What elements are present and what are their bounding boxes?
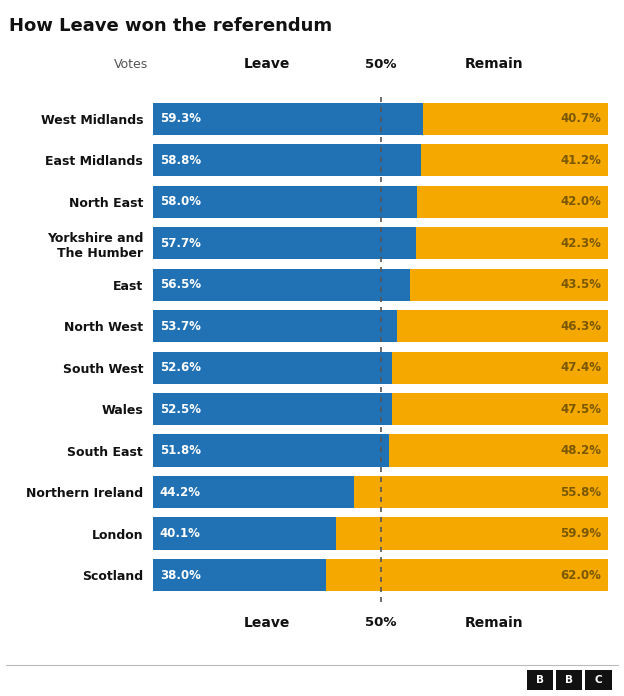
Bar <box>153 517 336 550</box>
Text: 48.2%: 48.2% <box>560 444 602 457</box>
Text: 55.8%: 55.8% <box>560 486 602 498</box>
Text: Votes: Votes <box>114 58 149 71</box>
Text: How Leave won the referendum: How Leave won the referendum <box>9 17 333 35</box>
Text: 50%: 50% <box>365 616 396 628</box>
Bar <box>153 351 392 384</box>
Text: 52.6%: 52.6% <box>160 361 201 374</box>
Bar <box>417 186 608 218</box>
Bar <box>153 310 397 342</box>
Text: 47.4%: 47.4% <box>560 361 602 374</box>
Text: 59.9%: 59.9% <box>560 527 602 540</box>
Text: 43.5%: 43.5% <box>560 278 602 291</box>
Bar <box>153 102 423 135</box>
Bar <box>336 517 608 550</box>
Bar <box>416 227 608 260</box>
Text: Remain: Remain <box>466 616 524 630</box>
Text: Leave: Leave <box>243 616 290 630</box>
Text: Remain: Remain <box>466 57 524 71</box>
Bar <box>389 434 608 467</box>
Text: 41.2%: 41.2% <box>561 154 602 167</box>
Bar <box>354 476 608 508</box>
Text: 42.0%: 42.0% <box>561 196 602 208</box>
Bar <box>153 227 416 260</box>
Text: 57.7%: 57.7% <box>160 237 200 250</box>
Bar <box>326 559 608 592</box>
Text: 44.2%: 44.2% <box>160 486 201 498</box>
Text: 62.0%: 62.0% <box>561 569 602 582</box>
Bar <box>153 144 421 177</box>
Text: 47.5%: 47.5% <box>560 403 602 416</box>
Text: 56.5%: 56.5% <box>160 278 201 291</box>
Text: 51.8%: 51.8% <box>160 444 201 457</box>
Text: 42.3%: 42.3% <box>561 237 602 250</box>
Bar <box>423 102 608 135</box>
Bar <box>153 434 389 467</box>
Bar <box>410 269 608 301</box>
Bar <box>153 476 354 508</box>
Bar <box>153 186 417 218</box>
Bar <box>392 351 608 384</box>
Text: 58.0%: 58.0% <box>160 196 201 208</box>
Bar <box>153 393 392 425</box>
Bar <box>153 269 410 301</box>
Bar <box>153 559 326 592</box>
Text: B: B <box>565 675 573 685</box>
Bar <box>421 144 608 177</box>
Bar <box>392 393 608 425</box>
Text: 46.3%: 46.3% <box>560 319 602 333</box>
Bar <box>397 310 608 342</box>
Text: 53.7%: 53.7% <box>160 319 200 333</box>
Text: 50%: 50% <box>365 58 396 71</box>
Text: 40.7%: 40.7% <box>561 112 602 125</box>
Text: 59.3%: 59.3% <box>160 112 201 125</box>
Text: Leave: Leave <box>243 57 290 71</box>
Text: 40.1%: 40.1% <box>160 527 200 540</box>
Text: 58.8%: 58.8% <box>160 154 201 167</box>
Text: 52.5%: 52.5% <box>160 403 201 416</box>
Text: 38.0%: 38.0% <box>160 569 200 582</box>
Text: C: C <box>595 675 602 685</box>
Text: B: B <box>536 675 544 685</box>
